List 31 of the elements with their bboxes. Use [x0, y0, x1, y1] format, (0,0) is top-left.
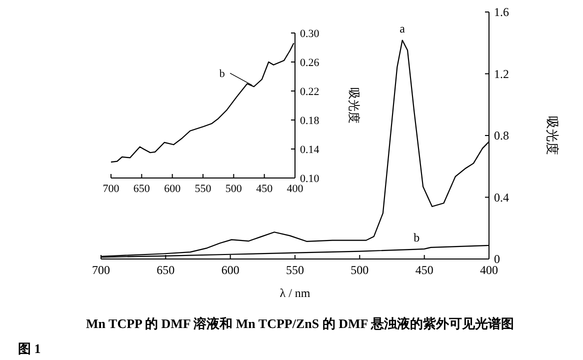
x-tick-label: 500	[225, 183, 242, 195]
caption: 图 1	[18, 341, 41, 356]
x-tick-label: 600	[164, 183, 182, 195]
annotation: b	[414, 230, 420, 244]
annotation: b	[219, 68, 226, 80]
x-tick-label: 650	[133, 183, 150, 195]
x-tick-label: 500	[350, 263, 369, 277]
x-tick-label: 600	[221, 263, 240, 277]
x-tick-label: 700	[92, 263, 110, 277]
x-tick-label: 400	[286, 183, 304, 195]
y-tick-label: 0.30	[300, 28, 320, 40]
y-tick-label: 0.10	[300, 172, 320, 185]
y-axis-title: 吸光度	[545, 116, 560, 155]
y-tick-label: 1.2	[494, 66, 509, 81]
x-axis-title: λ / nm	[280, 286, 311, 300]
y-tick-label: 0.8	[494, 128, 509, 143]
text: Mn TCPP 的 DMF 溶液和 Mn TCPP/ZnS 的 DMF 悬浊液的紫外可见光谱图	[86, 316, 514, 331]
annotation: a	[400, 21, 406, 36]
y-tick-label: 0.18	[300, 114, 320, 127]
x-tick-label: 700	[102, 183, 120, 195]
y-axis-title: 吸光度	[347, 88, 361, 124]
y-tick-label: 1.6	[494, 5, 509, 20]
y-tick-label: 0.22	[300, 86, 320, 98]
y-tick-label: 0.14	[300, 144, 320, 156]
x-tick-label: 450	[256, 183, 274, 195]
x-tick-label: 450	[415, 263, 434, 277]
y-tick-label: 0.4	[494, 190, 509, 204]
x-tick-label: 650	[156, 263, 175, 277]
x-tick-label: 550	[194, 183, 212, 195]
x-tick-label: 550	[286, 263, 304, 277]
y-tick-label: 0.26	[300, 56, 320, 69]
